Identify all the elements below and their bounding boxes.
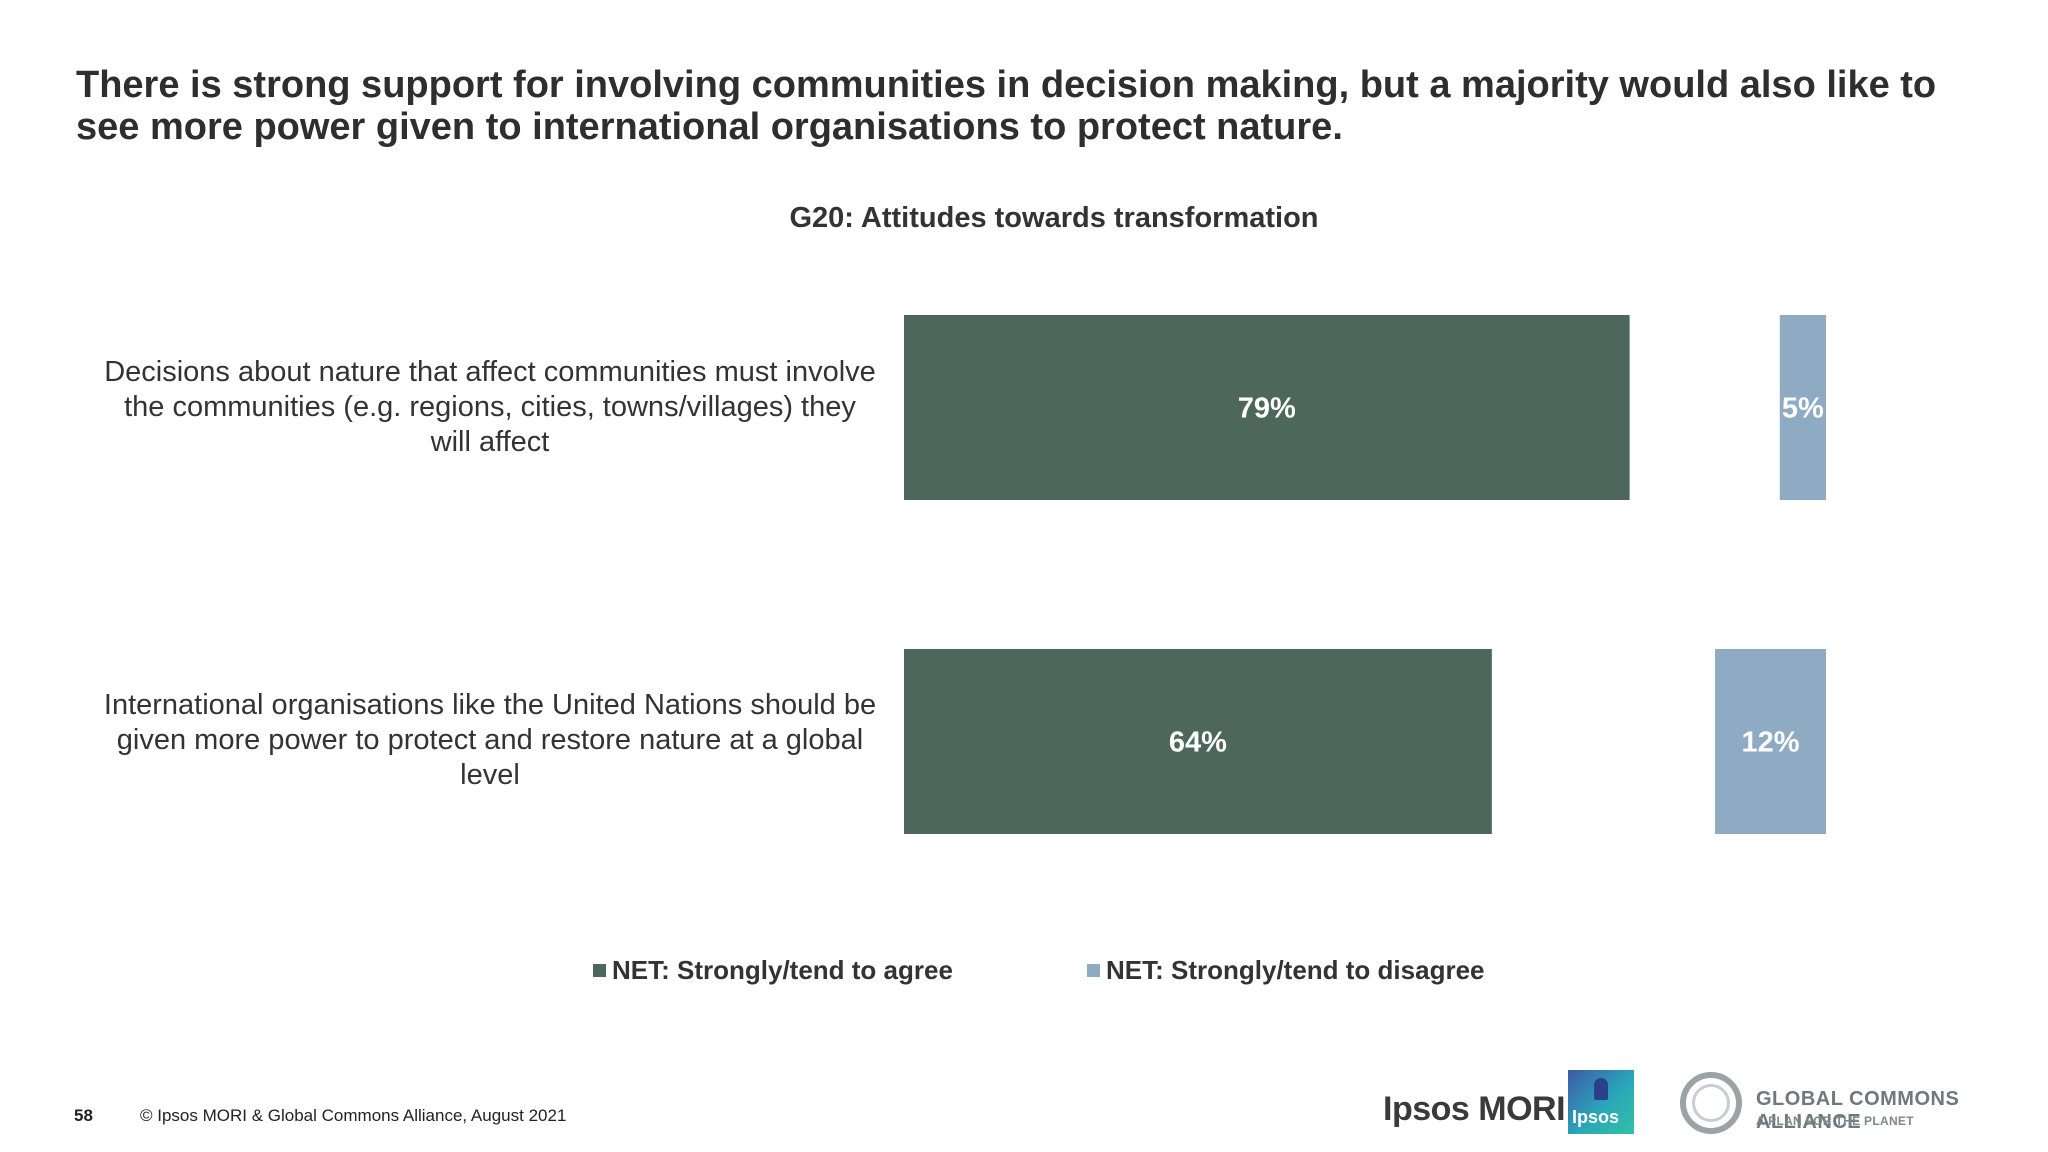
legend-label-agree: NET: Strongly/tend to agree (612, 955, 953, 985)
bar-disagree-1 (1715, 649, 1826, 834)
ipsos-mori-logo: Ipsos MORI (1383, 1090, 1566, 1128)
data-label-disagree-0: 5% (1782, 393, 1824, 425)
gca-ring-icon (1680, 1072, 1742, 1134)
copyright-text: © Ipsos MORI & Global Commons Alliance, … (140, 1106, 567, 1125)
gca-logo-title: GLOBAL COMMONS ALLIANCE (1756, 1088, 1960, 1133)
legend-item-disagree: NET: Strongly/tend to disagree (1087, 955, 1485, 986)
bar-agree-0 (904, 315, 1630, 500)
ipsos-logo: Ipsos (1568, 1070, 1634, 1134)
gca-logo-subtitle: A PLAN FOR THE PLANET (1756, 1114, 1914, 1128)
data-label-agree-0: 79% (1238, 393, 1296, 425)
chart-legend: NET: Strongly/tend to agree NET: Strongl… (0, 955, 2048, 995)
data-label-agree-1: 64% (1169, 727, 1227, 759)
ipsos-mark-icon (1594, 1078, 1608, 1100)
page-number: 58 (74, 1106, 93, 1125)
legend-swatch-agree (593, 964, 606, 977)
bar-agree-1 (904, 649, 1492, 834)
chart-title: G20: Attitudes towards transformation (789, 202, 1319, 234)
ipsos-logo-text: Ipsos (1572, 1107, 1620, 1127)
category-label-international-orgs: International organisations like the Uni… (103, 689, 877, 791)
category-label-communities: Decisions about nature that affect commu… (104, 356, 876, 458)
bar-disagree-0 (1779, 315, 1826, 500)
legend-label-disagree: NET: Strongly/tend to disagree (1106, 955, 1485, 985)
legend-item-agree: NET: Strongly/tend to agree (593, 955, 953, 986)
page-headline: There is strong support for involving co… (76, 64, 1937, 148)
data-label-disagree-1: 12% (1741, 727, 1799, 759)
legend-swatch-disagree (1087, 964, 1100, 977)
